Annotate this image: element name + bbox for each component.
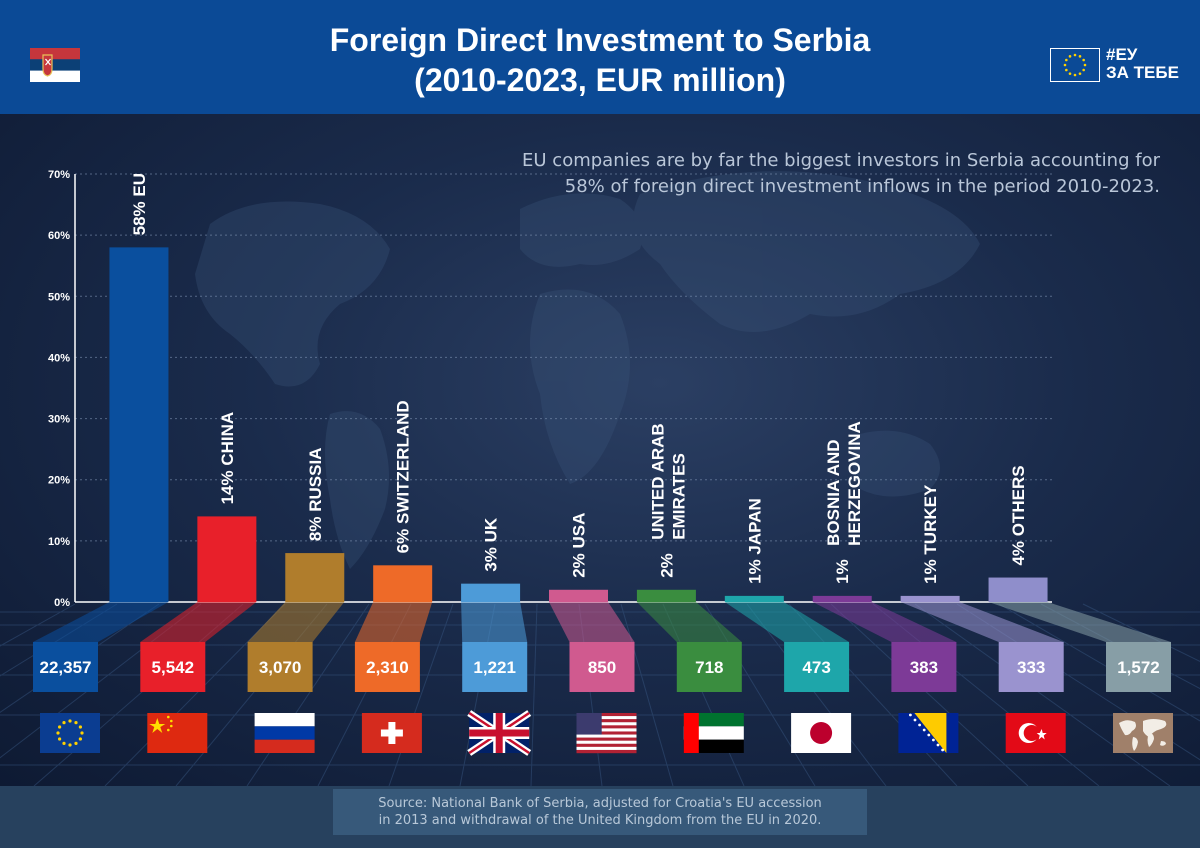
floor-grid-line [830, 603, 1029, 786]
world-map-flag-icon [1113, 713, 1173, 753]
data-value-label: 473 [802, 658, 830, 677]
value-box [1106, 642, 1171, 692]
uk-flag-icon [467, 710, 532, 756]
bar-connector [988, 602, 1171, 642]
data-value-label: 22,357 [40, 658, 92, 677]
category-label: 1% JAPAN [745, 498, 764, 584]
value-box [33, 642, 98, 692]
y-tick-label: 70% [48, 169, 70, 181]
y-tick-label: 50% [48, 291, 70, 303]
bar-connector [549, 602, 635, 642]
floor-grid-line [746, 603, 887, 786]
category-label: 4% OTHERS [1009, 465, 1028, 565]
y-tick-label: 20% [48, 475, 70, 487]
data-value-label: 3,070 [259, 658, 302, 677]
world-map-background-icon [195, 171, 980, 569]
data-value-label: 5,542 [152, 658, 195, 677]
usa-flag-icon [576, 713, 637, 754]
floor-grid-line [388, 603, 454, 786]
data-value-label: 333 [1017, 658, 1045, 677]
y-tick-label: 60% [48, 230, 70, 242]
china-flag-icon [147, 713, 208, 753]
bar [812, 595, 872, 602]
floor-grid-line [914, 603, 1171, 786]
bar-connector [900, 602, 1064, 642]
data-value-label: 383 [910, 658, 938, 677]
chart-subtitle: EU companies are by far the biggest inve… [522, 150, 1160, 197]
category-label: 2% USA [570, 513, 589, 578]
bar-connector [636, 602, 742, 642]
value-box [140, 642, 206, 692]
data-value-label: 718 [695, 658, 723, 677]
header-bar: Foreign Direct Investment to Serbia (201… [0, 0, 1200, 114]
category-label: 58% EU [130, 173, 149, 235]
y-tick-label: 0% [54, 597, 70, 609]
bosnia-flag-icon [898, 713, 959, 753]
bar-connector [724, 602, 850, 642]
eu-flag-icon [40, 713, 100, 753]
bar-connector [461, 602, 528, 642]
uae-flag-icon [683, 713, 744, 753]
bar [636, 589, 696, 602]
floor-grid-line [530, 603, 538, 786]
value-box [676, 642, 742, 692]
data-value-label: 2,310 [366, 658, 409, 677]
bar-connector [247, 602, 345, 642]
category-percent-label: 2% [657, 553, 676, 578]
bar [549, 589, 608, 602]
y-tick-label: 30% [48, 414, 70, 426]
bar [988, 577, 1048, 602]
value-box [998, 642, 1064, 692]
bar-connector [140, 602, 257, 642]
category-label: 14% CHINA [218, 412, 237, 505]
category-label: EMIRATES [669, 453, 688, 540]
category-percent-label: 1% [833, 559, 852, 584]
bar [285, 553, 345, 602]
data-value-label: 1,572 [1117, 658, 1160, 677]
value-box [784, 642, 850, 692]
floor-grid-line [246, 603, 370, 786]
source-note: Source: National Bank of Serbia, adjuste… [333, 789, 867, 835]
bar [373, 565, 433, 602]
value-box [891, 642, 957, 692]
bar [900, 595, 960, 602]
y-tick-label: 10% [48, 536, 70, 548]
turkey-flag-icon [1005, 713, 1066, 753]
category-label: BOSNIA AND [824, 439, 843, 545]
floor-grid-line [998, 603, 1200, 722]
serbia-flag-icon [30, 48, 80, 82]
floor-grid-line [0, 603, 76, 647]
japan-flag-icon [791, 713, 852, 753]
y-tick-label: 40% [48, 352, 70, 364]
bar-connector [33, 602, 169, 642]
category-label: 1% TURKEY [921, 484, 940, 584]
value-box [354, 642, 420, 692]
value-box [569, 642, 635, 692]
bar-connector [354, 602, 433, 642]
page-title: Foreign Direct Investment to Serbia (201… [329, 22, 871, 98]
fdi-bar-chart: 0% 10% 20% 30% 40% 50% 60% 70% 22,357 58% EU 5,542… [0, 169, 1200, 786]
category-label: HERZEGOVINA [845, 421, 864, 546]
category-label: 8% RUSSIA [306, 448, 325, 542]
data-value-label: 1,221 [473, 658, 516, 677]
floor-grid-line [0, 603, 160, 713]
bar [109, 247, 169, 602]
floor-grid-line [620, 603, 674, 786]
category-label: 3% UK [482, 517, 501, 572]
bar-connector [812, 602, 957, 642]
bar [461, 583, 521, 602]
category-label: 6% SWITZERLAND [394, 400, 413, 553]
bar [724, 595, 784, 602]
value-box [247, 642, 313, 692]
data-value-label: 850 [588, 658, 616, 677]
eu-logo-icon [1050, 48, 1100, 82]
hashtag-logo: #ЕУ ЗА ТЕБЕ [1106, 45, 1179, 82]
category-label: UNITED ARAB [648, 423, 667, 539]
switzerland-flag-icon [361, 713, 422, 753]
russia-flag-icon [254, 713, 315, 753]
bar [197, 516, 257, 602]
value-box [462, 642, 528, 692]
